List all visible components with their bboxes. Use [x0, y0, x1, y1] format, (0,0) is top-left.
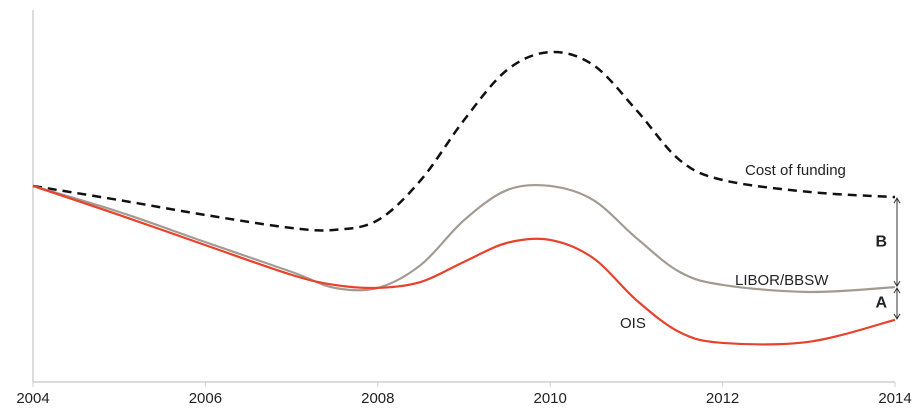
bracket-b-head — [893, 197, 901, 204]
bracket-b-head — [893, 280, 901, 288]
x-tick-label: 2014 — [878, 390, 911, 407]
annotation: A — [875, 295, 887, 312]
series-label: Cost of funding — [745, 162, 846, 179]
line-series — [32, 184, 896, 346]
series-label: LIBOR/BBSW — [735, 272, 829, 289]
x-tick-label: 2010 — [534, 390, 567, 407]
line-series — [32, 183, 896, 294]
bracket-a-head — [893, 287, 901, 294]
x-tick-label: 2012 — [706, 390, 739, 407]
x-tick-label: 2004 — [16, 390, 49, 407]
x-tick-label: 2008 — [361, 390, 394, 407]
x-tick-label: 2006 — [189, 390, 222, 407]
bracket-a-head — [893, 313, 901, 320]
annotation: B — [875, 233, 887, 250]
line-series — [32, 50, 896, 232]
series-label: OIS — [620, 315, 646, 332]
